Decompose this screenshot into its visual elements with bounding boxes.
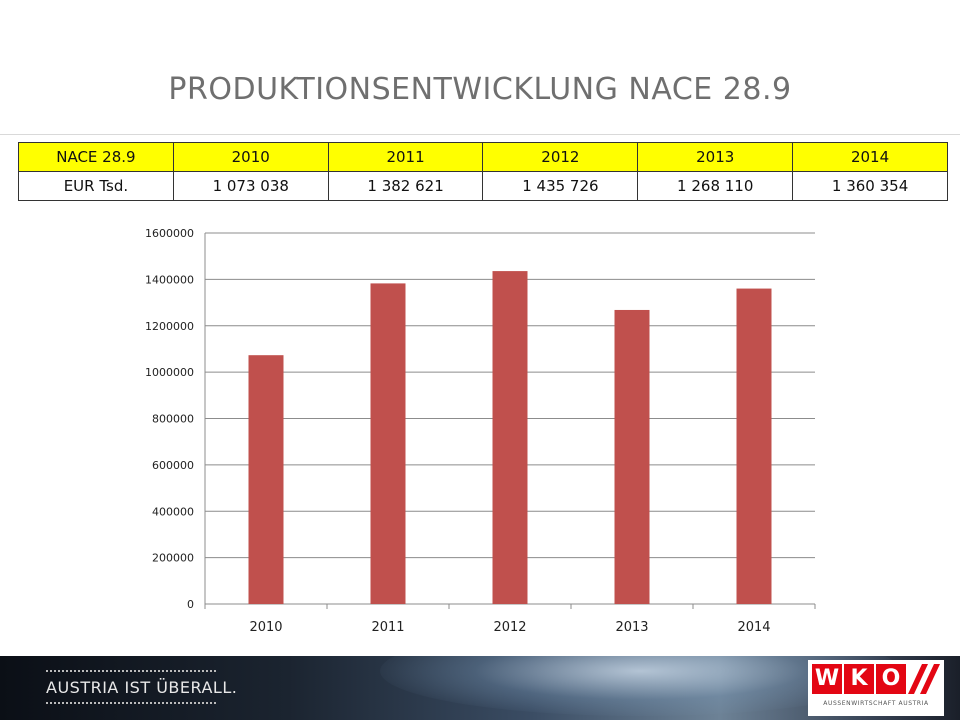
table-header-cell: NACE 28.9 xyxy=(18,142,174,172)
y-tick-label: 1600000 xyxy=(145,227,194,240)
bar-chart: 0 200000 400000 600000 800000 1000000 1200000 1… xyxy=(145,227,816,635)
table-cell: 1 360 354 xyxy=(792,171,948,201)
table-row: EUR Tsd. 1 073 038 1 382 621 1 435 726 1… xyxy=(18,171,948,201)
x-tick-label: 2011 xyxy=(371,620,404,635)
y-tick-label: 1200000 xyxy=(145,320,194,333)
y-tick-label: 400000 xyxy=(152,505,194,518)
y-tick-label: 800000 xyxy=(152,413,194,426)
logo-letter: W xyxy=(812,664,842,694)
logo-letter: K xyxy=(844,664,874,694)
x-tick-label: 2010 xyxy=(249,620,282,635)
bar xyxy=(370,283,406,604)
footer-slogan: AUSTRIA IST ÜBERALL. xyxy=(46,678,238,697)
table-header-cell: 2012 xyxy=(482,142,639,172)
production-table: NACE 28.9 2010 2011 2012 2013 2014 EUR T… xyxy=(18,142,948,201)
table-header-cell: 2011 xyxy=(327,142,484,172)
table-cell: EUR Tsd. xyxy=(18,171,174,201)
dotted-rule-bottom xyxy=(46,702,216,704)
dotted-rule-top xyxy=(46,670,216,672)
title-divider xyxy=(0,134,960,135)
y-tick-label: 200000 xyxy=(152,552,194,565)
table-cell: 1 435 726 xyxy=(482,171,639,201)
y-tick-label: 0 xyxy=(187,598,194,611)
bar xyxy=(492,271,528,604)
table-cell: 1 268 110 xyxy=(637,171,794,201)
bar xyxy=(614,309,650,604)
bar xyxy=(248,355,284,604)
x-tick-label: 2014 xyxy=(737,620,770,635)
table-cell: 1 382 621 xyxy=(327,171,484,201)
page-title: PRODUKTIONSENTWICKLUNG NACE 28.9 xyxy=(168,72,792,107)
table-header-cell: 2010 xyxy=(172,142,329,172)
logo-subtitle: AUSSENWIRTSCHAFT AUSTRIA xyxy=(823,700,929,707)
table-header-cell: 2013 xyxy=(637,142,794,172)
wko-logo: W K O AUSSENWIRTSCHAFT AUSTRIA xyxy=(808,660,944,716)
x-tick-label: 2012 xyxy=(493,620,526,635)
logo-chevron-icon xyxy=(908,664,940,694)
table-cell: 1 073 038 xyxy=(172,171,329,201)
logo-letter: O xyxy=(876,664,906,694)
table-header-cell: 2014 xyxy=(792,142,948,172)
x-tick-label: 2013 xyxy=(615,620,648,635)
table-header-row: NACE 28.9 2010 2011 2012 2013 2014 xyxy=(18,142,948,172)
bar xyxy=(736,288,772,604)
y-tick-label: 1000000 xyxy=(145,366,194,379)
y-tick-label: 600000 xyxy=(152,459,194,472)
y-tick-label: 1400000 xyxy=(145,273,194,286)
